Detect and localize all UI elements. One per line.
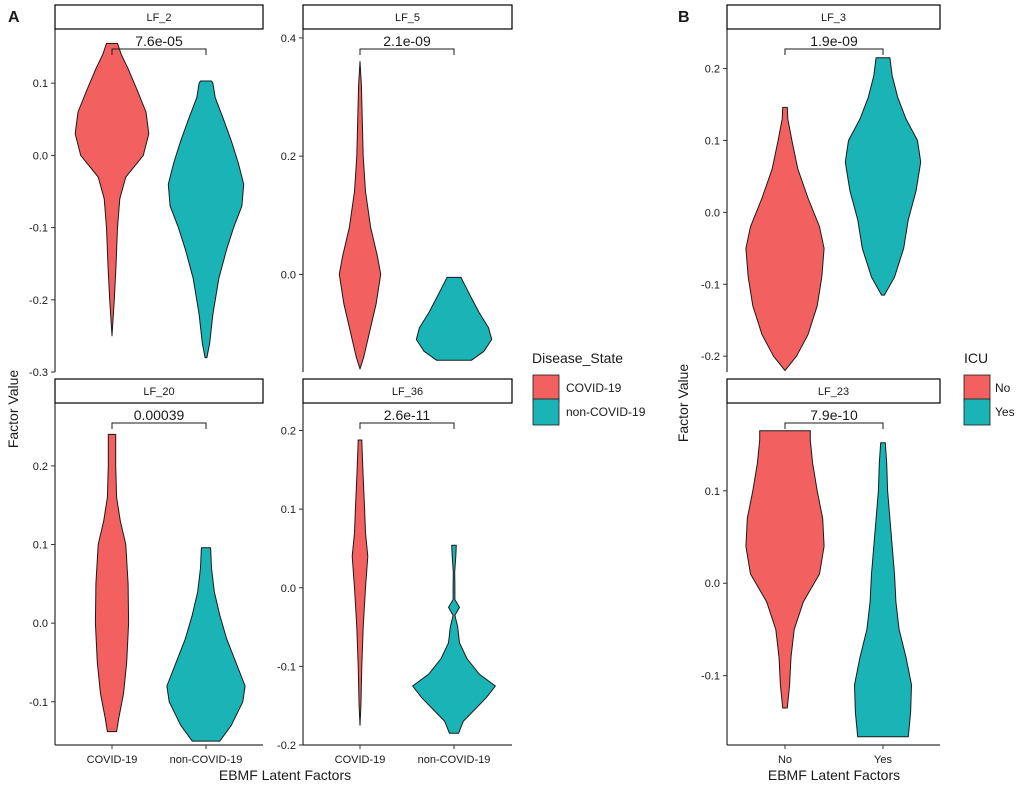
x-tick-label-non-covid-19: non-COVID-19	[170, 754, 243, 766]
y-tick-label-lf-3: -0.1	[701, 279, 720, 291]
facet-lf-2: LF_2 7.6e-05 0.1 0.0 -0.1 -0.2 -0.3	[29, 4, 264, 379]
x-tick-label-non-covid-19: non-COVID-19	[418, 754, 491, 766]
facet-lf-23: LF_23 7.9e-10 0.1 0.0 -0.1 No Yes	[701, 378, 941, 766]
y-tick-label-lf-20: 0.0	[33, 618, 48, 630]
y-tick-label-lf-36: 0.2	[281, 426, 296, 438]
panel-label-a: A	[8, 9, 20, 26]
legend-entry-yes: Yes	[995, 405, 1015, 419]
y-tick-label-lf-2: 0.0	[33, 150, 48, 162]
x-axis-title-b: EBMF Latent Factors	[768, 767, 900, 783]
violin-lf-23-no	[745, 430, 825, 709]
x-tick-label-yes: Yes	[874, 754, 892, 766]
facet-lf-5: LF_5 2.1e-09 0.4 0.2 0.0	[281, 4, 513, 372]
strip-lf-5	[302, 4, 513, 30]
violin-lf-2-covid-19	[74, 42, 150, 337]
legend-entry-noncovid: non-COVID-19	[566, 405, 646, 419]
strip-title-lf-36: LF_36	[392, 386, 423, 398]
x-axis-title-a: EBMF Latent Factors	[219, 767, 351, 783]
bracket-lf-20	[111, 422, 207, 429]
facet-lf-3: LF_3 1.9e-09 0.2 0.1 0.0 -0.1 -0.2	[701, 4, 941, 372]
strip-title-lf-3: LF_3	[821, 12, 846, 24]
y-tick-label-lf-36: -0.2	[277, 740, 296, 752]
strip-lf-36	[302, 378, 513, 404]
pvalue-lf-5: 2.1e-09	[383, 33, 431, 49]
facet-lf-20: LF_20 0.00039 0.2 0.1 0.0 -0.1 COVID-19 non-COV…	[29, 378, 264, 766]
legend-title-disease-state: Disease_State	[532, 350, 623, 366]
strip-lf-20	[54, 378, 264, 404]
violin-lf-2-non-covid-19	[167, 80, 245, 359]
bracket-lf-2	[111, 48, 207, 55]
y-tick-label-lf-3: 0.0	[705, 207, 720, 219]
violin-lf-20-covid-19	[94, 433, 130, 733]
pvalue-lf-23: 7.9e-10	[810, 407, 858, 423]
bracket-lf-3	[784, 48, 884, 55]
legend-disease-state: Disease_State COVID-19 non-COVID-19	[532, 350, 646, 426]
y-tick-label-lf-20: 0.2	[33, 461, 48, 473]
strip-title-lf-20: LF_20	[143, 386, 174, 398]
bracket-lf-36	[359, 422, 455, 429]
y-tick-label-lf-2: -0.2	[29, 295, 48, 307]
y-tick-label-lf-2: 0.1	[33, 78, 48, 90]
violin-lf-20-non-covid-19	[166, 547, 246, 742]
legend-icu: ICU No Yes	[963, 350, 1015, 426]
legend-entry-covid: COVID-19	[566, 381, 622, 395]
facet-lf-36: LF_36 2.6e-11 0.2 0.1 0.0 -0.1 -0.2 COVID-19 non…	[277, 378, 513, 766]
y-tick-label-lf-3: 0.1	[705, 135, 720, 147]
bracket-lf-5	[359, 48, 455, 55]
strip-lf-2	[54, 4, 264, 30]
y-tick-label-lf-5: 0.4	[281, 33, 296, 45]
y-tick-label-lf-2: -0.3	[29, 367, 48, 379]
legend-swatch-noncovid	[532, 398, 560, 426]
violin-lf-36-non-covid-19	[412, 544, 496, 734]
strip-title-lf-5: LF_5	[395, 12, 420, 24]
y-tick-label-lf-36: 0.1	[281, 504, 296, 516]
y-axis-title-a: Factor Value	[5, 370, 21, 449]
panel-label-b: B	[678, 9, 690, 26]
pvalue-lf-36: 2.6e-11	[384, 407, 431, 423]
violin-lf-3-yes	[844, 57, 922, 296]
legend-title-icu: ICU	[964, 350, 988, 366]
y-tick-label-lf-3: -0.2	[701, 351, 720, 363]
pvalue-lf-3: 1.9e-09	[810, 33, 858, 49]
legend-entry-no: No	[995, 381, 1011, 395]
legend-swatch-yes	[963, 398, 991, 426]
bracket-lf-23	[784, 422, 884, 429]
y-tick-label-lf-5: 0.0	[281, 269, 296, 281]
strip-lf-23	[726, 378, 941, 404]
y-tick-label-lf-20: 0.1	[33, 540, 48, 552]
violin-lf-5-covid-19	[338, 61, 382, 370]
pvalue-lf-2: 7.6e-05	[135, 33, 183, 49]
violin-lf-5-non-covid-19	[415, 276, 493, 361]
y-tick-label-lf-23: 0.0	[705, 578, 720, 590]
strip-title-lf-23: LF_23	[818, 386, 849, 398]
y-axis-title-b: Factor Value	[675, 364, 691, 443]
violin-lf-3-no	[745, 106, 825, 372]
y-tick-label-lf-36: -0.1	[277, 661, 296, 673]
y-tick-label-lf-23: -0.1	[701, 671, 720, 683]
y-tick-label-lf-5: 0.2	[281, 151, 296, 163]
y-tick-label-lf-20: -0.1	[29, 697, 48, 709]
x-tick-label-covid-19: COVID-19	[87, 754, 138, 766]
y-tick-label-lf-3: 0.2	[705, 64, 720, 76]
strip-lf-3	[726, 4, 941, 30]
y-tick-label-lf-23: 0.1	[705, 486, 720, 498]
y-tick-label-lf-2: -0.1	[29, 223, 48, 235]
pvalue-lf-20: 0.00039	[134, 407, 185, 423]
strip-title-lf-2: LF_2	[146, 12, 171, 24]
x-tick-label-no: No	[778, 754, 792, 766]
violin-lf-23-yes	[854, 442, 912, 738]
violin-lf-36-covid-19	[351, 439, 369, 726]
legend-swatch-no	[963, 374, 991, 402]
y-tick-label-lf-36: 0.0	[281, 583, 296, 595]
legend-swatch-covid	[532, 374, 560, 402]
x-tick-label-covid-19: COVID-19	[335, 754, 386, 766]
